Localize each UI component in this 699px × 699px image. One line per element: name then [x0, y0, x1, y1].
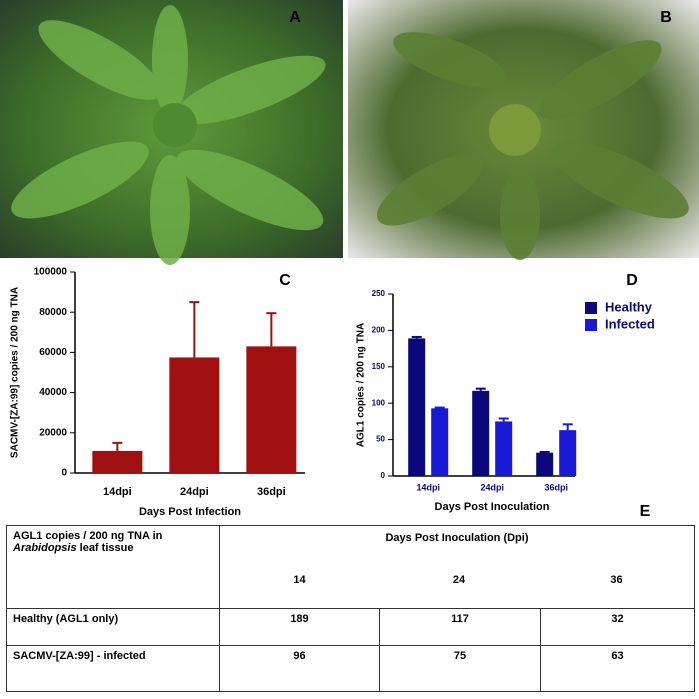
- corner-cell: AGL1 copies / 200 ng TNA in Arabidopsis l…: [6, 525, 220, 609]
- y-tick-label: 60000: [39, 347, 67, 358]
- y-tick-label: 250: [372, 289, 386, 298]
- cell: 63: [540, 645, 695, 692]
- x-tick-label: 24dpi: [480, 482, 504, 492]
- photo-a: [0, 0, 343, 265]
- cell: 117: [379, 608, 541, 646]
- y-tick-label: 20000: [39, 427, 67, 438]
- cell: 75: [379, 645, 541, 692]
- bar: [246, 346, 297, 473]
- bar: [559, 430, 577, 476]
- legend-swatch: [585, 319, 597, 331]
- y-tick-label: 50: [376, 435, 385, 444]
- y-tick-label: 40000: [39, 387, 67, 398]
- bar: [92, 450, 143, 473]
- bar: [431, 408, 449, 476]
- panel-label: C: [279, 272, 291, 289]
- y-tick-label: 0: [381, 471, 386, 480]
- bar: [169, 357, 220, 473]
- y-tick-label: 80000: [39, 307, 67, 318]
- row-label: Healthy (AGL1 only): [6, 608, 220, 646]
- x-axis-title: Days Post Infection: [139, 506, 241, 518]
- cell-text: Arabidopsis: [13, 542, 77, 554]
- x-tick-label: 14dpi: [103, 486, 132, 498]
- bar: [536, 452, 554, 476]
- y-tick-label: 200: [372, 326, 386, 335]
- x-tick-label: 24dpi: [180, 486, 209, 498]
- x-axis-title: Days Post Inoculation: [435, 501, 550, 513]
- header: Days Post Inoculation (Dpi): [385, 532, 529, 544]
- header-cell: Days Post Inoculation (Dpi) 14 24 36: [219, 525, 695, 609]
- x-tick-label: 36dpi: [544, 482, 568, 492]
- x-tick-label: 14dpi: [416, 482, 440, 492]
- legend-swatch: [585, 302, 597, 314]
- y-axis-title: SACMV-[ZA:99] copies / 200 ng TNA: [10, 287, 21, 458]
- y-tick-label: 150: [372, 362, 386, 371]
- panel-label: E: [640, 503, 651, 520]
- cell-text: AGL1 copies / 200 ng TNA in: [13, 530, 163, 542]
- cell: 32: [540, 608, 695, 646]
- row-label: SACMV-[ZA:99] - infected: [6, 645, 220, 692]
- column-header: 14: [293, 574, 306, 586]
- legend-label: Infected: [605, 316, 655, 331]
- cell: 189: [219, 608, 380, 646]
- y-tick-label: 100000: [34, 267, 68, 278]
- panel-label: B: [660, 9, 672, 26]
- cell-text: leaf tissue: [79, 542, 134, 554]
- column-header: 24: [452, 574, 466, 586]
- bar: [408, 338, 426, 476]
- y-axis-title: AGL1 copies / 200 ng TNA: [356, 323, 367, 447]
- figure: A B C D E 0 20000 40000 60000 80000 100000 SAC…: [0, 0, 699, 520]
- y-tick-label: 100: [372, 398, 386, 407]
- photo-b: [348, 0, 699, 260]
- bar: [495, 421, 513, 476]
- legend-label: Healthy: [605, 299, 653, 314]
- data-table: AGL1 copies / 200 ng TNA in Arabidopsis l…: [6, 525, 695, 692]
- panel-label: D: [626, 272, 638, 289]
- panel-label: A: [289, 9, 301, 26]
- cell: 96: [219, 645, 380, 692]
- bar: [472, 390, 490, 476]
- x-tick-label: 36dpi: [257, 486, 286, 498]
- column-header: 36: [610, 574, 623, 586]
- y-tick-label: 0: [61, 468, 67, 479]
